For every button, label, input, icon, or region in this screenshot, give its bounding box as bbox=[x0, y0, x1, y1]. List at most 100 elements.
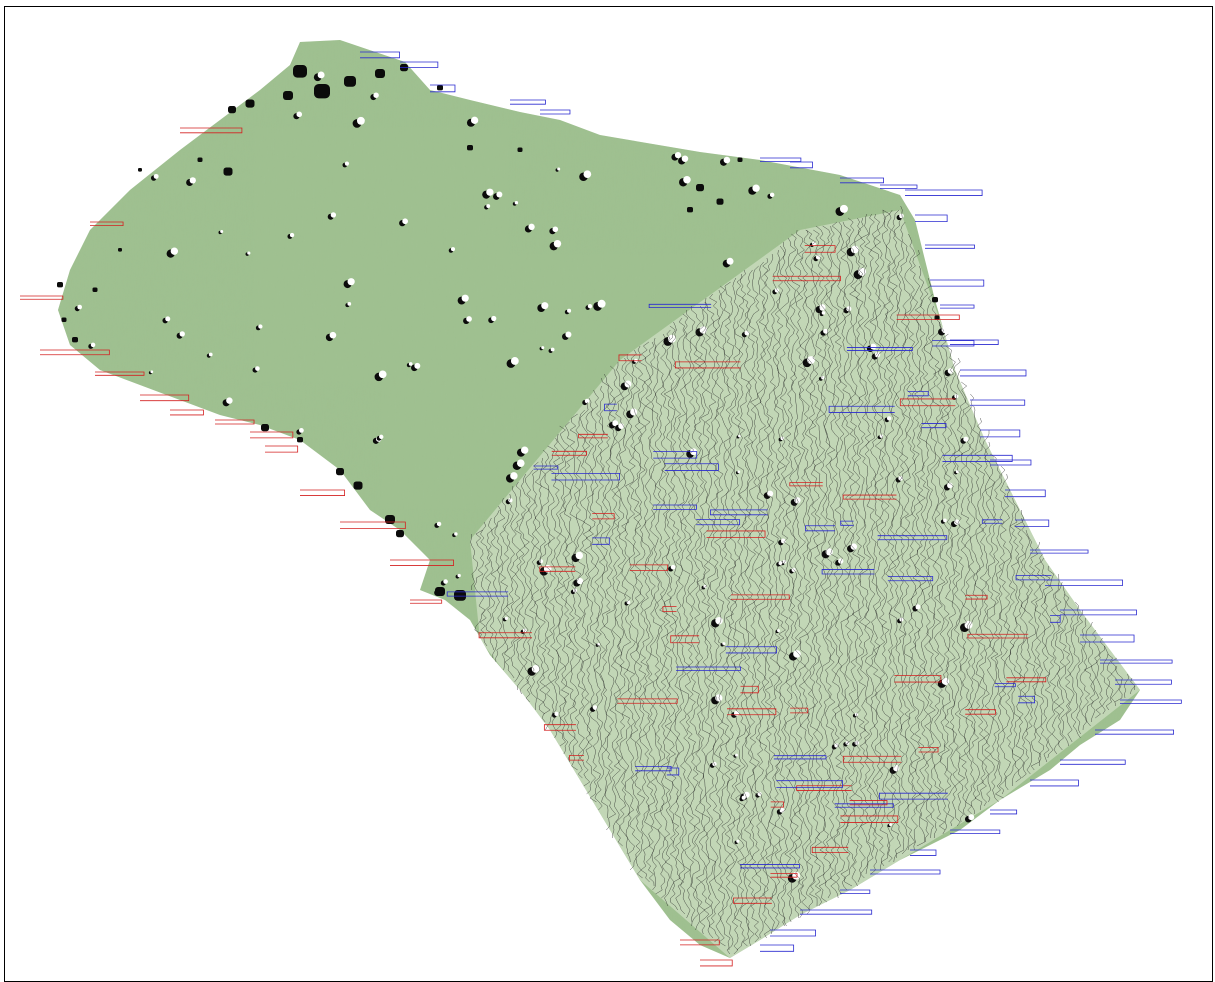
edge-anomaly-block bbox=[353, 481, 363, 490]
negative-spike bbox=[568, 755, 584, 761]
positive-spike bbox=[1050, 615, 1061, 623]
positive-spike bbox=[446, 591, 509, 597]
trace-line bbox=[1083, 621, 1096, 727]
trace-line bbox=[674, 317, 687, 915]
negative-spike bbox=[300, 489, 345, 496]
anomaly-dipole bbox=[772, 288, 780, 295]
anomaly-dipole bbox=[457, 294, 469, 305]
trace-line bbox=[779, 241, 792, 927]
anomaly-dipole bbox=[896, 213, 904, 221]
anomaly-dipole bbox=[722, 257, 734, 268]
trace-line bbox=[798, 229, 812, 915]
edge-anomaly-block bbox=[138, 168, 142, 172]
trace-line bbox=[1110, 657, 1121, 707]
positive-spike bbox=[834, 803, 894, 808]
anomaly-dipole bbox=[162, 316, 171, 324]
trace-line bbox=[704, 297, 717, 939]
anomaly-dipole bbox=[562, 331, 572, 340]
negative-spike bbox=[894, 675, 942, 683]
edge-anomaly-block bbox=[737, 157, 743, 162]
anomaly-dipole bbox=[835, 204, 848, 216]
negative-spike bbox=[840, 815, 899, 823]
trace-line bbox=[1019, 517, 1031, 779]
trace-line bbox=[1069, 601, 1081, 739]
trace-line bbox=[1013, 509, 1026, 783]
negative-spike bbox=[700, 959, 733, 967]
edge-dipole-blocks bbox=[57, 64, 940, 601]
negative-spike bbox=[340, 521, 406, 530]
trace-line bbox=[499, 497, 510, 671]
edge-anomaly-block bbox=[385, 515, 395, 524]
positive-spike bbox=[653, 451, 698, 459]
positive-spike bbox=[400, 61, 439, 68]
trace-line bbox=[768, 249, 781, 931]
positive-spike bbox=[760, 944, 795, 952]
negative-spike bbox=[899, 398, 956, 407]
edge-anomaly-block bbox=[92, 287, 98, 292]
anomaly-dipole bbox=[820, 328, 829, 336]
negative-spike bbox=[478, 632, 533, 639]
trace-line bbox=[1063, 593, 1076, 743]
trace-line bbox=[754, 261, 767, 939]
trace-line bbox=[563, 421, 576, 763]
anomaly-dipole bbox=[505, 472, 518, 483]
positive-spike bbox=[994, 683, 1016, 688]
trace-line bbox=[918, 277, 932, 843]
positive-spike bbox=[540, 109, 571, 115]
anomaly-dipole bbox=[819, 311, 826, 317]
positive-spike bbox=[739, 864, 800, 869]
trace-line bbox=[978, 430, 991, 807]
positive-spike bbox=[760, 157, 802, 162]
anomaly-dipole bbox=[813, 255, 821, 262]
edge-anomaly-block bbox=[467, 145, 473, 151]
positive-spike bbox=[805, 525, 836, 532]
negative-spike bbox=[670, 635, 700, 644]
anomaly-dipole bbox=[296, 427, 304, 435]
anomaly-dipole bbox=[821, 548, 833, 559]
negative-spike bbox=[842, 494, 897, 500]
trace-line bbox=[984, 441, 997, 803]
trace-line bbox=[614, 362, 627, 847]
anomaly-dipole bbox=[218, 229, 224, 235]
edge-anomaly-block bbox=[283, 91, 293, 100]
trace-line bbox=[603, 373, 617, 831]
positive-spike bbox=[533, 465, 559, 470]
positive-spike bbox=[828, 405, 895, 413]
trace-line bbox=[548, 437, 561, 739]
positive-spike bbox=[878, 792, 948, 800]
negative-spike bbox=[1006, 677, 1047, 683]
positive-spike bbox=[840, 889, 871, 894]
negative-spike bbox=[95, 371, 145, 376]
negative-spike bbox=[180, 127, 243, 134]
anomaly-dipole bbox=[720, 156, 731, 166]
anomaly-dipole bbox=[748, 184, 760, 195]
anomaly-dipole bbox=[739, 795, 746, 802]
positive-spike bbox=[1115, 679, 1172, 685]
edge-anomaly-block bbox=[223, 167, 233, 176]
positive-spike bbox=[970, 399, 1026, 406]
anomaly-dipole bbox=[327, 212, 337, 220]
trace-line bbox=[593, 385, 606, 811]
positive-spike bbox=[790, 161, 813, 169]
trace-line bbox=[538, 449, 551, 723]
trace-line bbox=[774, 245, 787, 927]
trace-line bbox=[863, 213, 876, 875]
edge-anomaly-block bbox=[696, 184, 704, 192]
edge-anomaly-block bbox=[932, 297, 938, 303]
negative-spike bbox=[578, 433, 608, 439]
negative-spike bbox=[804, 245, 836, 253]
trace-line bbox=[1040, 557, 1052, 763]
trace-line bbox=[818, 225, 832, 903]
trace-line bbox=[1043, 565, 1055, 759]
trace-line bbox=[684, 309, 696, 923]
positive-spike bbox=[664, 463, 719, 471]
trace-line bbox=[858, 213, 872, 879]
trace-line bbox=[1023, 529, 1036, 775]
positive-spike bbox=[840, 177, 884, 184]
positive-spike bbox=[981, 519, 1003, 524]
positive-spike bbox=[1030, 779, 1079, 787]
positive-spike bbox=[990, 809, 1018, 815]
trace-line bbox=[470, 533, 478, 591]
negative-spike bbox=[811, 846, 849, 853]
negative-spike bbox=[674, 361, 741, 369]
